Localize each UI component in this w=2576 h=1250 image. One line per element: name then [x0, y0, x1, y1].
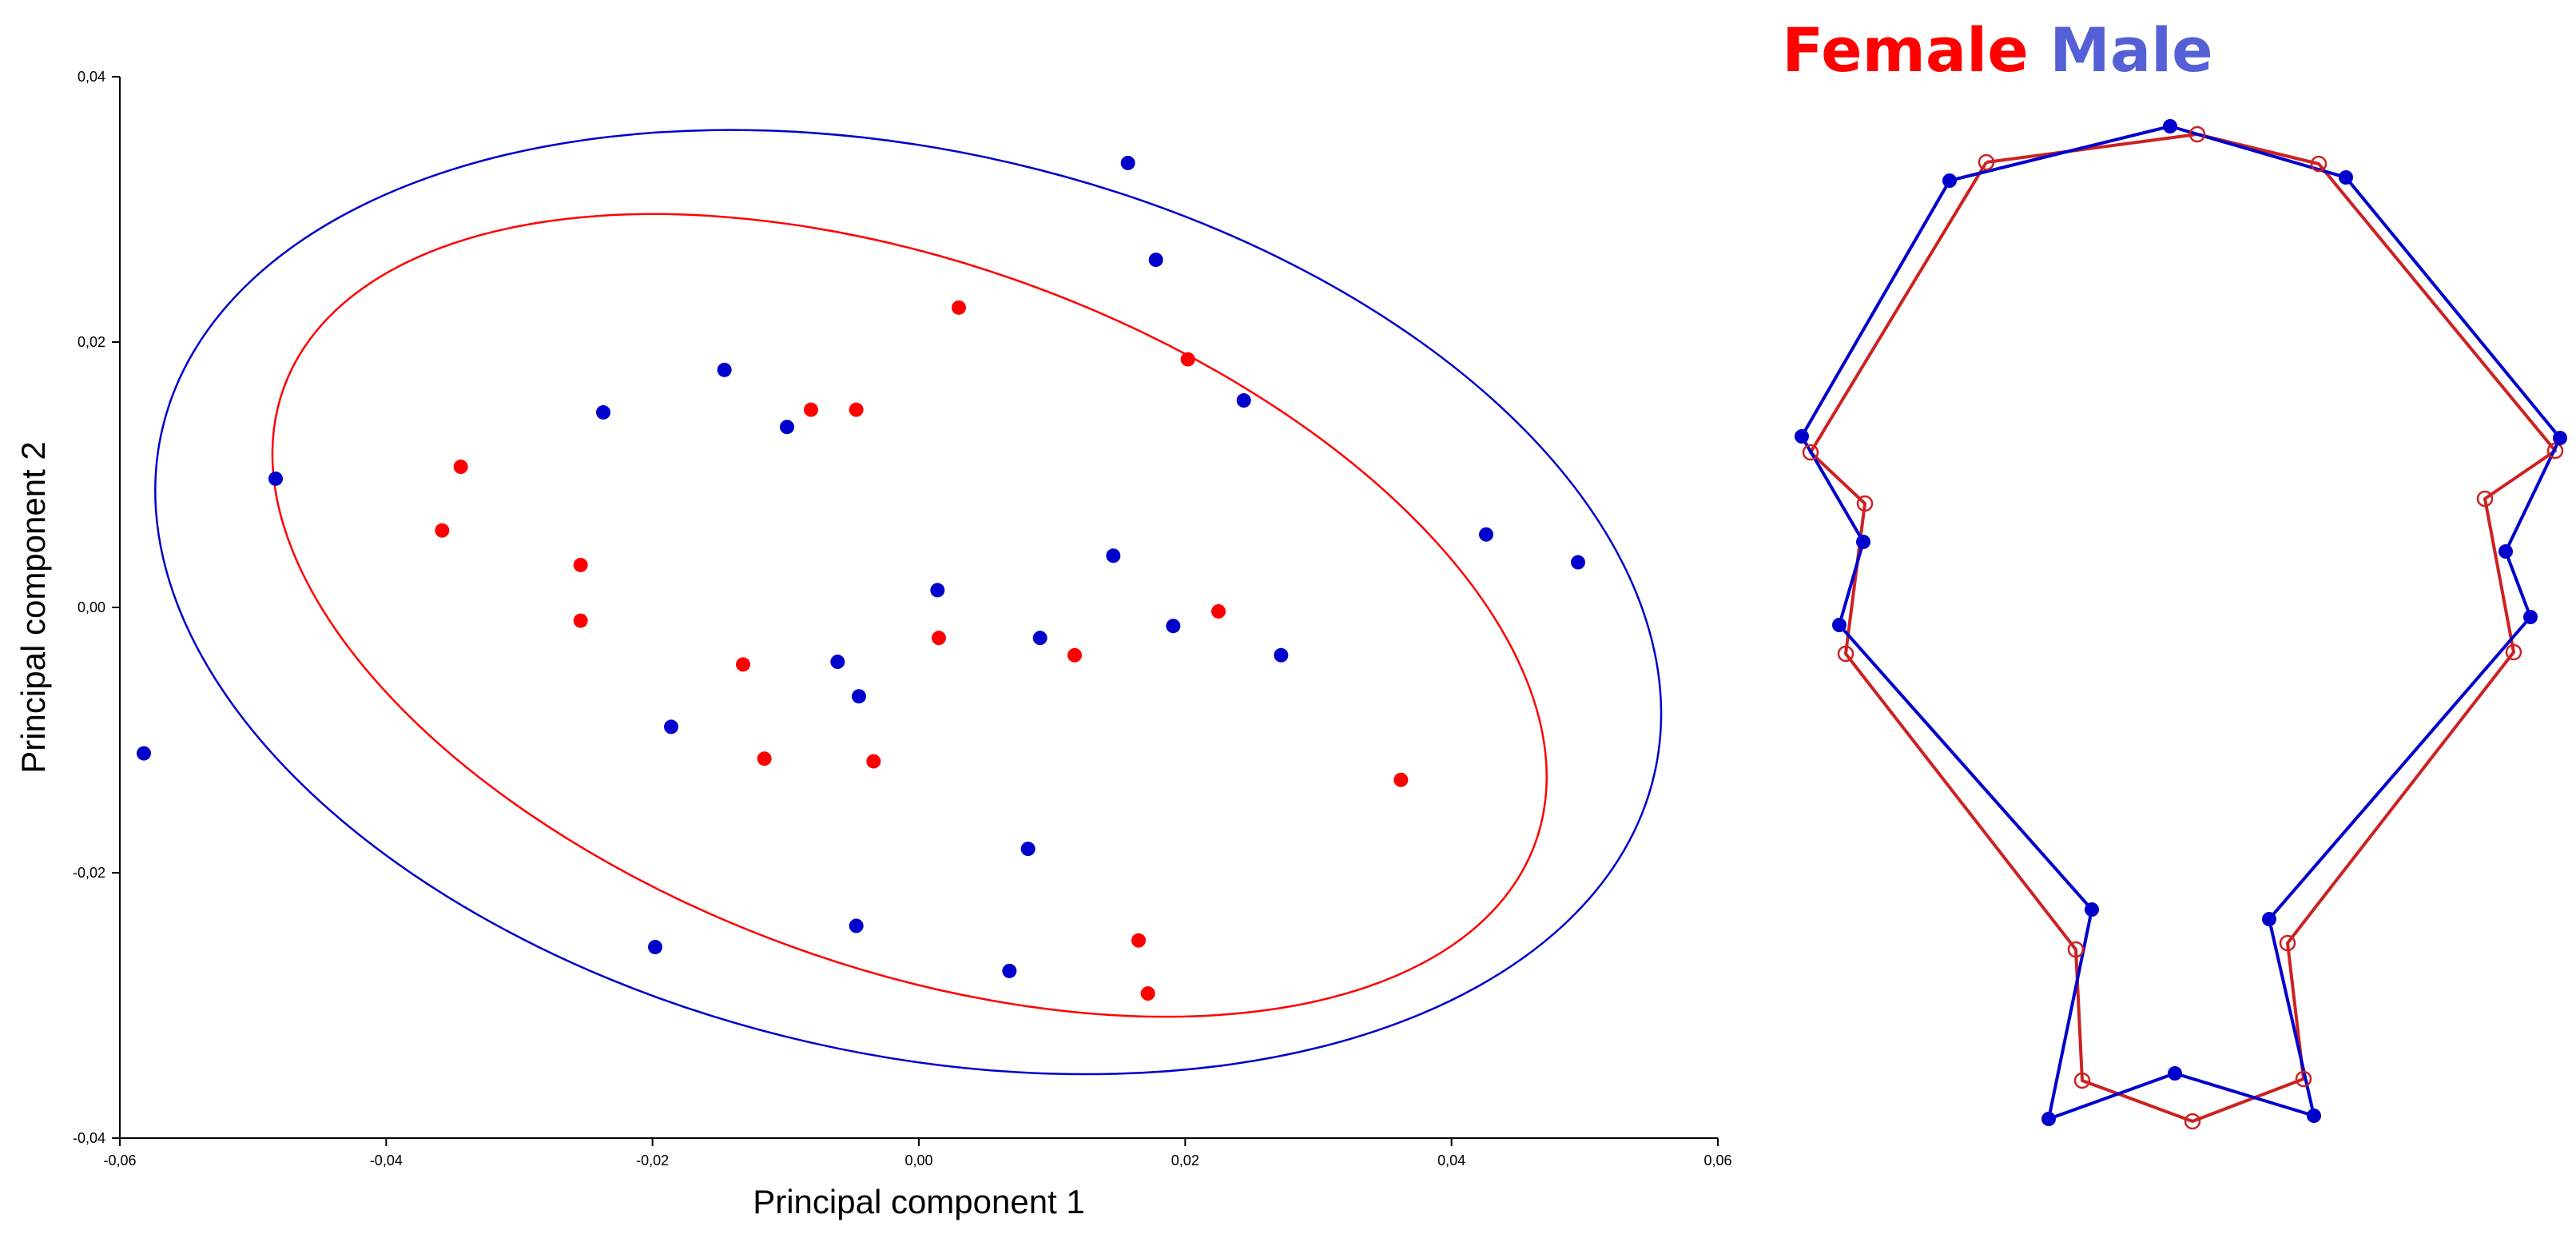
female-point [1067, 647, 1082, 663]
female-landmark [2295, 1070, 2312, 1088]
male-point [1479, 527, 1493, 542]
male-point [1020, 842, 1036, 857]
male-landmark [2523, 610, 2538, 624]
male-outline [1800, 125, 2562, 1121]
male-point [717, 362, 732, 377]
male-point [268, 471, 283, 486]
female-point [1393, 772, 1409, 787]
male-point [596, 404, 610, 420]
x-tick-label: 0,04 [1437, 1152, 1465, 1168]
male-landmark [2168, 1066, 2182, 1081]
x-tick-label: -0,06 [103, 1152, 136, 1168]
male-point [852, 689, 866, 704]
y-tick-label: -0,04 [73, 1130, 105, 1146]
female-point [453, 460, 468, 475]
axes: -0,06 -0,04 -0,02 0,00 0,02 0,04 0,06 0,04 0,02 0… [14, 69, 1732, 1220]
female-point [1211, 603, 1226, 619]
male-ellipse [154, 129, 1663, 1076]
female-point [757, 751, 772, 766]
male-point [1274, 647, 1289, 663]
female-landmark [2067, 941, 2085, 958]
male-landmark [2085, 902, 2099, 917]
female-landmark [1837, 645, 1854, 663]
male-point [1032, 631, 1047, 646]
female-point [952, 300, 966, 315]
female-ellipse [271, 213, 1548, 1018]
x-tick-label: -0,04 [370, 1152, 403, 1168]
x-tick-label: 0,02 [1171, 1152, 1199, 1168]
male-landmark [2553, 431, 2567, 445]
male-landmark [2163, 119, 2177, 133]
male-point [780, 420, 794, 435]
female-landmark [2184, 1113, 2201, 1130]
female-point [736, 657, 750, 672]
scatter-points [137, 155, 1585, 1001]
male-point [1571, 555, 1585, 570]
male-point [830, 655, 845, 670]
pca-scatter-plot: -0,06 -0,04 -0,02 0,00 0,02 0,04 0,06 0,04 0,02 0… [14, 69, 1732, 1220]
x-axis-title: Principal component 1 [753, 1183, 1085, 1220]
y-tick-label: 0,02 [78, 334, 105, 350]
y-axis-title: Principal component 2 [14, 441, 52, 774]
female-landmark [2073, 1072, 2091, 1089]
legend-male: Male [2049, 14, 2213, 86]
female-point [435, 523, 450, 538]
male-point [930, 583, 945, 598]
female-landmark [2188, 125, 2206, 143]
male-landmark [2307, 1109, 2321, 1123]
shape-outlines [1795, 119, 2567, 1130]
female-point [866, 754, 881, 769]
male-point [1236, 393, 1251, 408]
confidence-ellipses [154, 129, 1663, 1076]
y-tick-label: -0,02 [73, 865, 105, 881]
male-landmark [1832, 618, 1847, 632]
male-point [849, 918, 864, 934]
female-landmark [1856, 495, 1874, 512]
male-point [1106, 548, 1121, 563]
male-point [664, 719, 678, 734]
female-point [573, 557, 588, 572]
female-point [573, 613, 588, 628]
female-landmark [2279, 934, 2296, 952]
male-landmark [1942, 173, 1957, 188]
male-landmark [1856, 535, 1870, 549]
male-landmark [2339, 170, 2353, 185]
male-landmark [2498, 544, 2513, 559]
male-landmark [1795, 429, 1809, 444]
female-point [849, 402, 864, 417]
y-tick-label: 0,04 [78, 69, 105, 85]
male-landmark [2262, 912, 2276, 926]
male-point [137, 746, 151, 761]
x-tick-label: -0,02 [636, 1152, 669, 1168]
female-point [804, 402, 818, 417]
male-point [1002, 963, 1017, 978]
male-point [648, 939, 662, 954]
x-tick-label: 0,00 [904, 1152, 932, 1168]
female-landmark [2505, 643, 2522, 661]
female-point [1140, 986, 1155, 1001]
y-tick-label: 0,00 [78, 599, 105, 615]
female-landmark [2310, 155, 2328, 173]
x-tick-label: 0,06 [1703, 1152, 1731, 1168]
male-point [1120, 155, 1135, 170]
male-point [1148, 253, 1163, 268]
female-outline [1809, 133, 2557, 1123]
female-point [1180, 352, 1195, 367]
female-landmark [2546, 442, 2564, 460]
male-point [1166, 619, 1181, 634]
female-landmark [1978, 153, 1995, 171]
male-landmark [2041, 1112, 2056, 1126]
female-point [1131, 933, 1146, 948]
legend-female: Female [1782, 14, 2029, 86]
legend: Female Male [1782, 14, 2212, 86]
female-landmark [2476, 490, 2494, 508]
female-landmark [1802, 444, 1819, 461]
female-point [932, 631, 946, 646]
